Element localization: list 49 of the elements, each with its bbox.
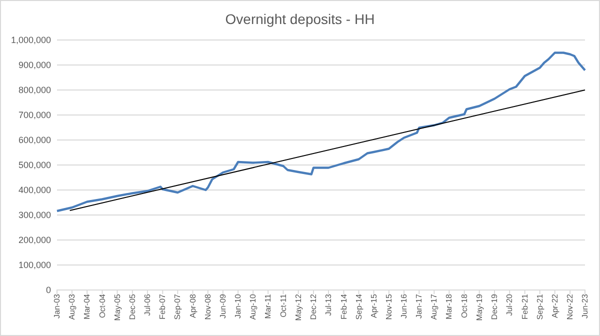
x-tick-label: Jul-20 xyxy=(505,293,514,316)
x-tick-label: Sep-21 xyxy=(535,293,544,320)
x-tick-label: Feb-14 xyxy=(339,293,348,320)
x-tick-label: Jan-10 xyxy=(234,293,243,318)
x-tick-label: Oct-04 xyxy=(98,293,107,318)
x-tick-label: Jan-03 xyxy=(52,293,62,318)
x-tick-label: Jun-23 xyxy=(580,293,590,318)
x-tick-label: Apr-15 xyxy=(369,293,378,318)
x-tick-label: Mar-18 xyxy=(444,293,454,320)
y-tick-label: 700,000 xyxy=(18,110,51,120)
y-tick-label: 300,000 xyxy=(18,210,51,220)
y-tick-label: 0 xyxy=(46,284,51,295)
line-series xyxy=(56,52,586,212)
x-tick-label: Mar-11 xyxy=(264,293,273,319)
x-tick-label: Apr-08 xyxy=(188,293,198,318)
y-tick-label: 800,000 xyxy=(18,84,51,95)
y-tick-label: 400,000 xyxy=(18,184,51,195)
x-tick-label: May-19 xyxy=(474,293,484,321)
x-tick-label: Feb-07 xyxy=(158,293,168,320)
x-tick-label: Jun-16 xyxy=(400,293,409,318)
x-tick-label: May-12 xyxy=(294,293,303,321)
x-tick-label: Dec-19 xyxy=(490,293,500,320)
chart-title: Overnight deposits - HH xyxy=(225,11,375,27)
x-tick-label: Jun-09 xyxy=(218,293,228,318)
x-tick-label: Dec-05 xyxy=(128,293,137,320)
x-tick-label: Nov-22 xyxy=(566,293,575,320)
x-tick-label: Dec-12 xyxy=(309,293,318,320)
y-tick-label: 600,000 xyxy=(18,134,51,145)
y-tick-label: 900,000 xyxy=(18,60,51,70)
x-tick-label: Oct-18 xyxy=(460,293,469,318)
x-tick-label: Sep-07 xyxy=(173,293,182,320)
x-tick-label: Nov-15 xyxy=(384,293,394,320)
x-tick-label: Feb-21 xyxy=(520,293,530,320)
x-tick-label: Jul-06 xyxy=(142,293,152,316)
x-tick-label: Nov-08 xyxy=(203,293,212,320)
x-tick-label: Jul-13 xyxy=(324,293,334,316)
x-tick-label: Aug-17 xyxy=(430,293,439,320)
x-tick-label: Jan-17 xyxy=(414,293,424,318)
y-tick-label: 100,000 xyxy=(18,260,51,270)
y-tick-label: 500,000 xyxy=(18,160,51,170)
x-tick-label: Mar-04 xyxy=(82,293,92,320)
x-tick-label: Oct-11 xyxy=(278,293,288,318)
y-tick-label: 1,000,000 xyxy=(10,34,51,45)
x-tick-label: Apr-22 xyxy=(550,293,560,318)
x-tick-label: May-05 xyxy=(112,293,122,321)
y-tick-label: 200,000 xyxy=(18,234,51,245)
x-tick-label: Aug-10 xyxy=(248,293,258,320)
x-tick-label: Aug-03 xyxy=(68,293,77,320)
x-tick-label: Sep-14 xyxy=(354,293,364,320)
